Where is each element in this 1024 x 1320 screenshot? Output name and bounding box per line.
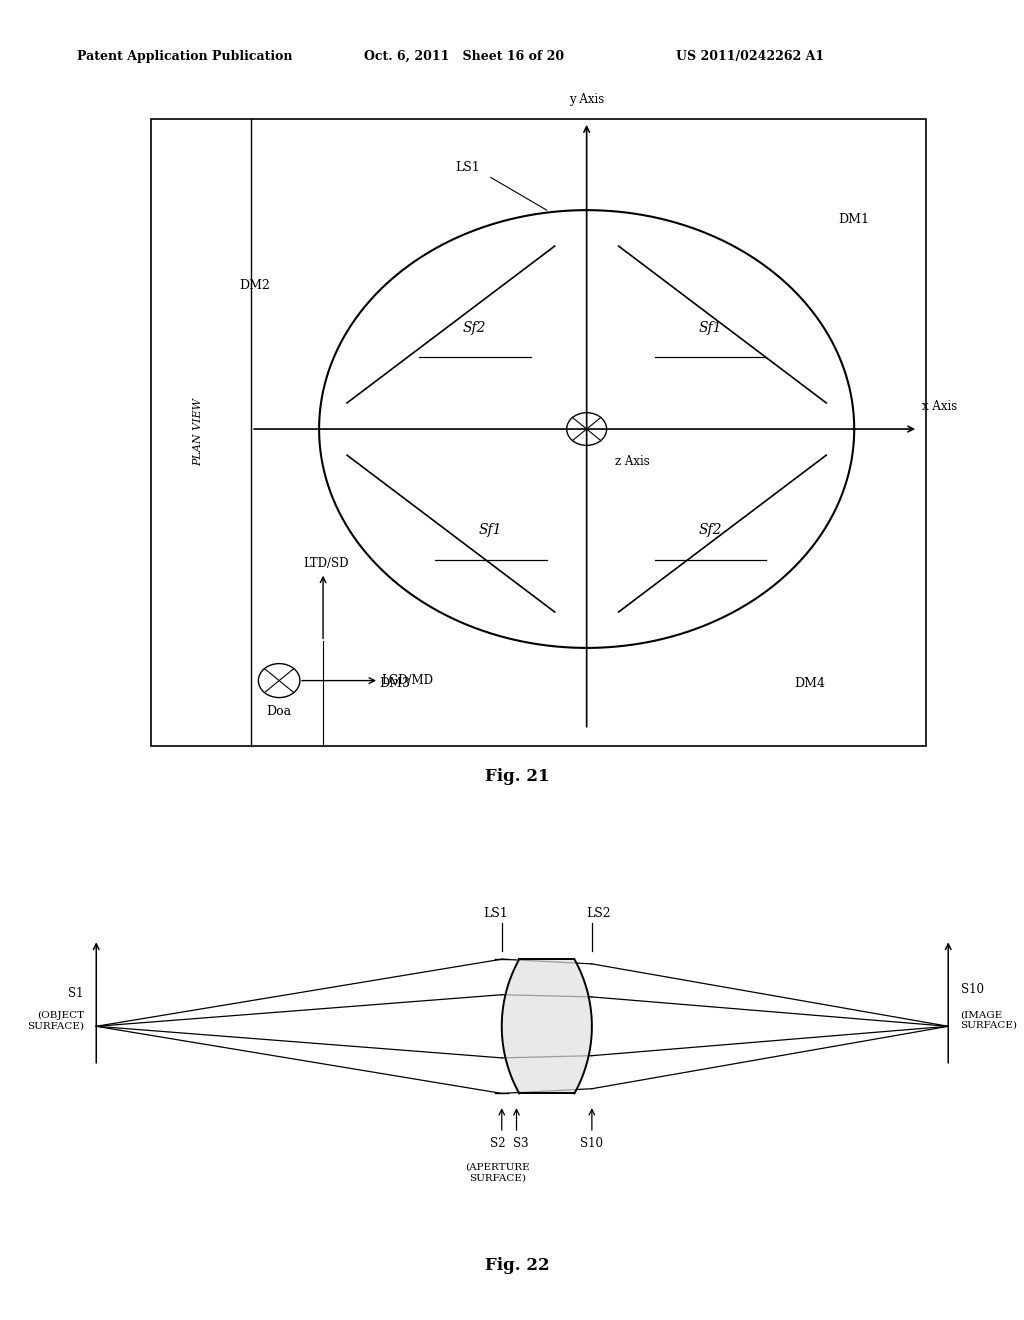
Text: Oct. 6, 2011   Sheet 16 of 20: Oct. 6, 2011 Sheet 16 of 20 <box>364 50 563 63</box>
Text: Sf2: Sf2 <box>698 523 722 537</box>
Text: x Axis: x Axis <box>922 400 957 413</box>
Text: S1: S1 <box>69 987 84 999</box>
Text: LGD/MD: LGD/MD <box>381 675 433 688</box>
Text: US 2011/0242262 A1: US 2011/0242262 A1 <box>676 50 824 63</box>
Text: Sf1: Sf1 <box>698 321 722 335</box>
Text: S10: S10 <box>961 983 983 995</box>
Text: S10: S10 <box>581 1137 603 1150</box>
Text: LS1: LS1 <box>483 907 508 920</box>
Text: z Axis: z Axis <box>614 455 649 469</box>
Text: Fig. 21: Fig. 21 <box>485 768 549 785</box>
Text: LS2: LS2 <box>586 907 610 920</box>
Text: LS1: LS1 <box>455 161 479 174</box>
Text: S2: S2 <box>489 1137 506 1150</box>
Text: Sf1: Sf1 <box>479 523 503 537</box>
Text: DM3: DM3 <box>379 677 410 690</box>
Text: (OBJECT
SURFACE): (OBJECT SURFACE) <box>27 1011 84 1030</box>
Text: DM4: DM4 <box>795 677 825 690</box>
Text: (APERTURE
SURFACE): (APERTURE SURFACE) <box>465 1163 530 1183</box>
Text: DM2: DM2 <box>240 279 270 292</box>
Text: (IMAGE
SURFACE): (IMAGE SURFACE) <box>961 1011 1018 1030</box>
Text: LTD/SD: LTD/SD <box>303 557 348 569</box>
Text: Patent Application Publication: Patent Application Publication <box>77 50 292 63</box>
Text: Doa: Doa <box>266 705 292 718</box>
Text: PLAN VIEW: PLAN VIEW <box>193 399 203 466</box>
Text: Sf2: Sf2 <box>463 321 486 335</box>
Text: DM1: DM1 <box>839 214 869 227</box>
Text: Fig. 22: Fig. 22 <box>484 1257 550 1274</box>
Text: S3: S3 <box>513 1137 528 1150</box>
Text: y Axis: y Axis <box>569 92 604 106</box>
Polygon shape <box>502 960 592 1093</box>
